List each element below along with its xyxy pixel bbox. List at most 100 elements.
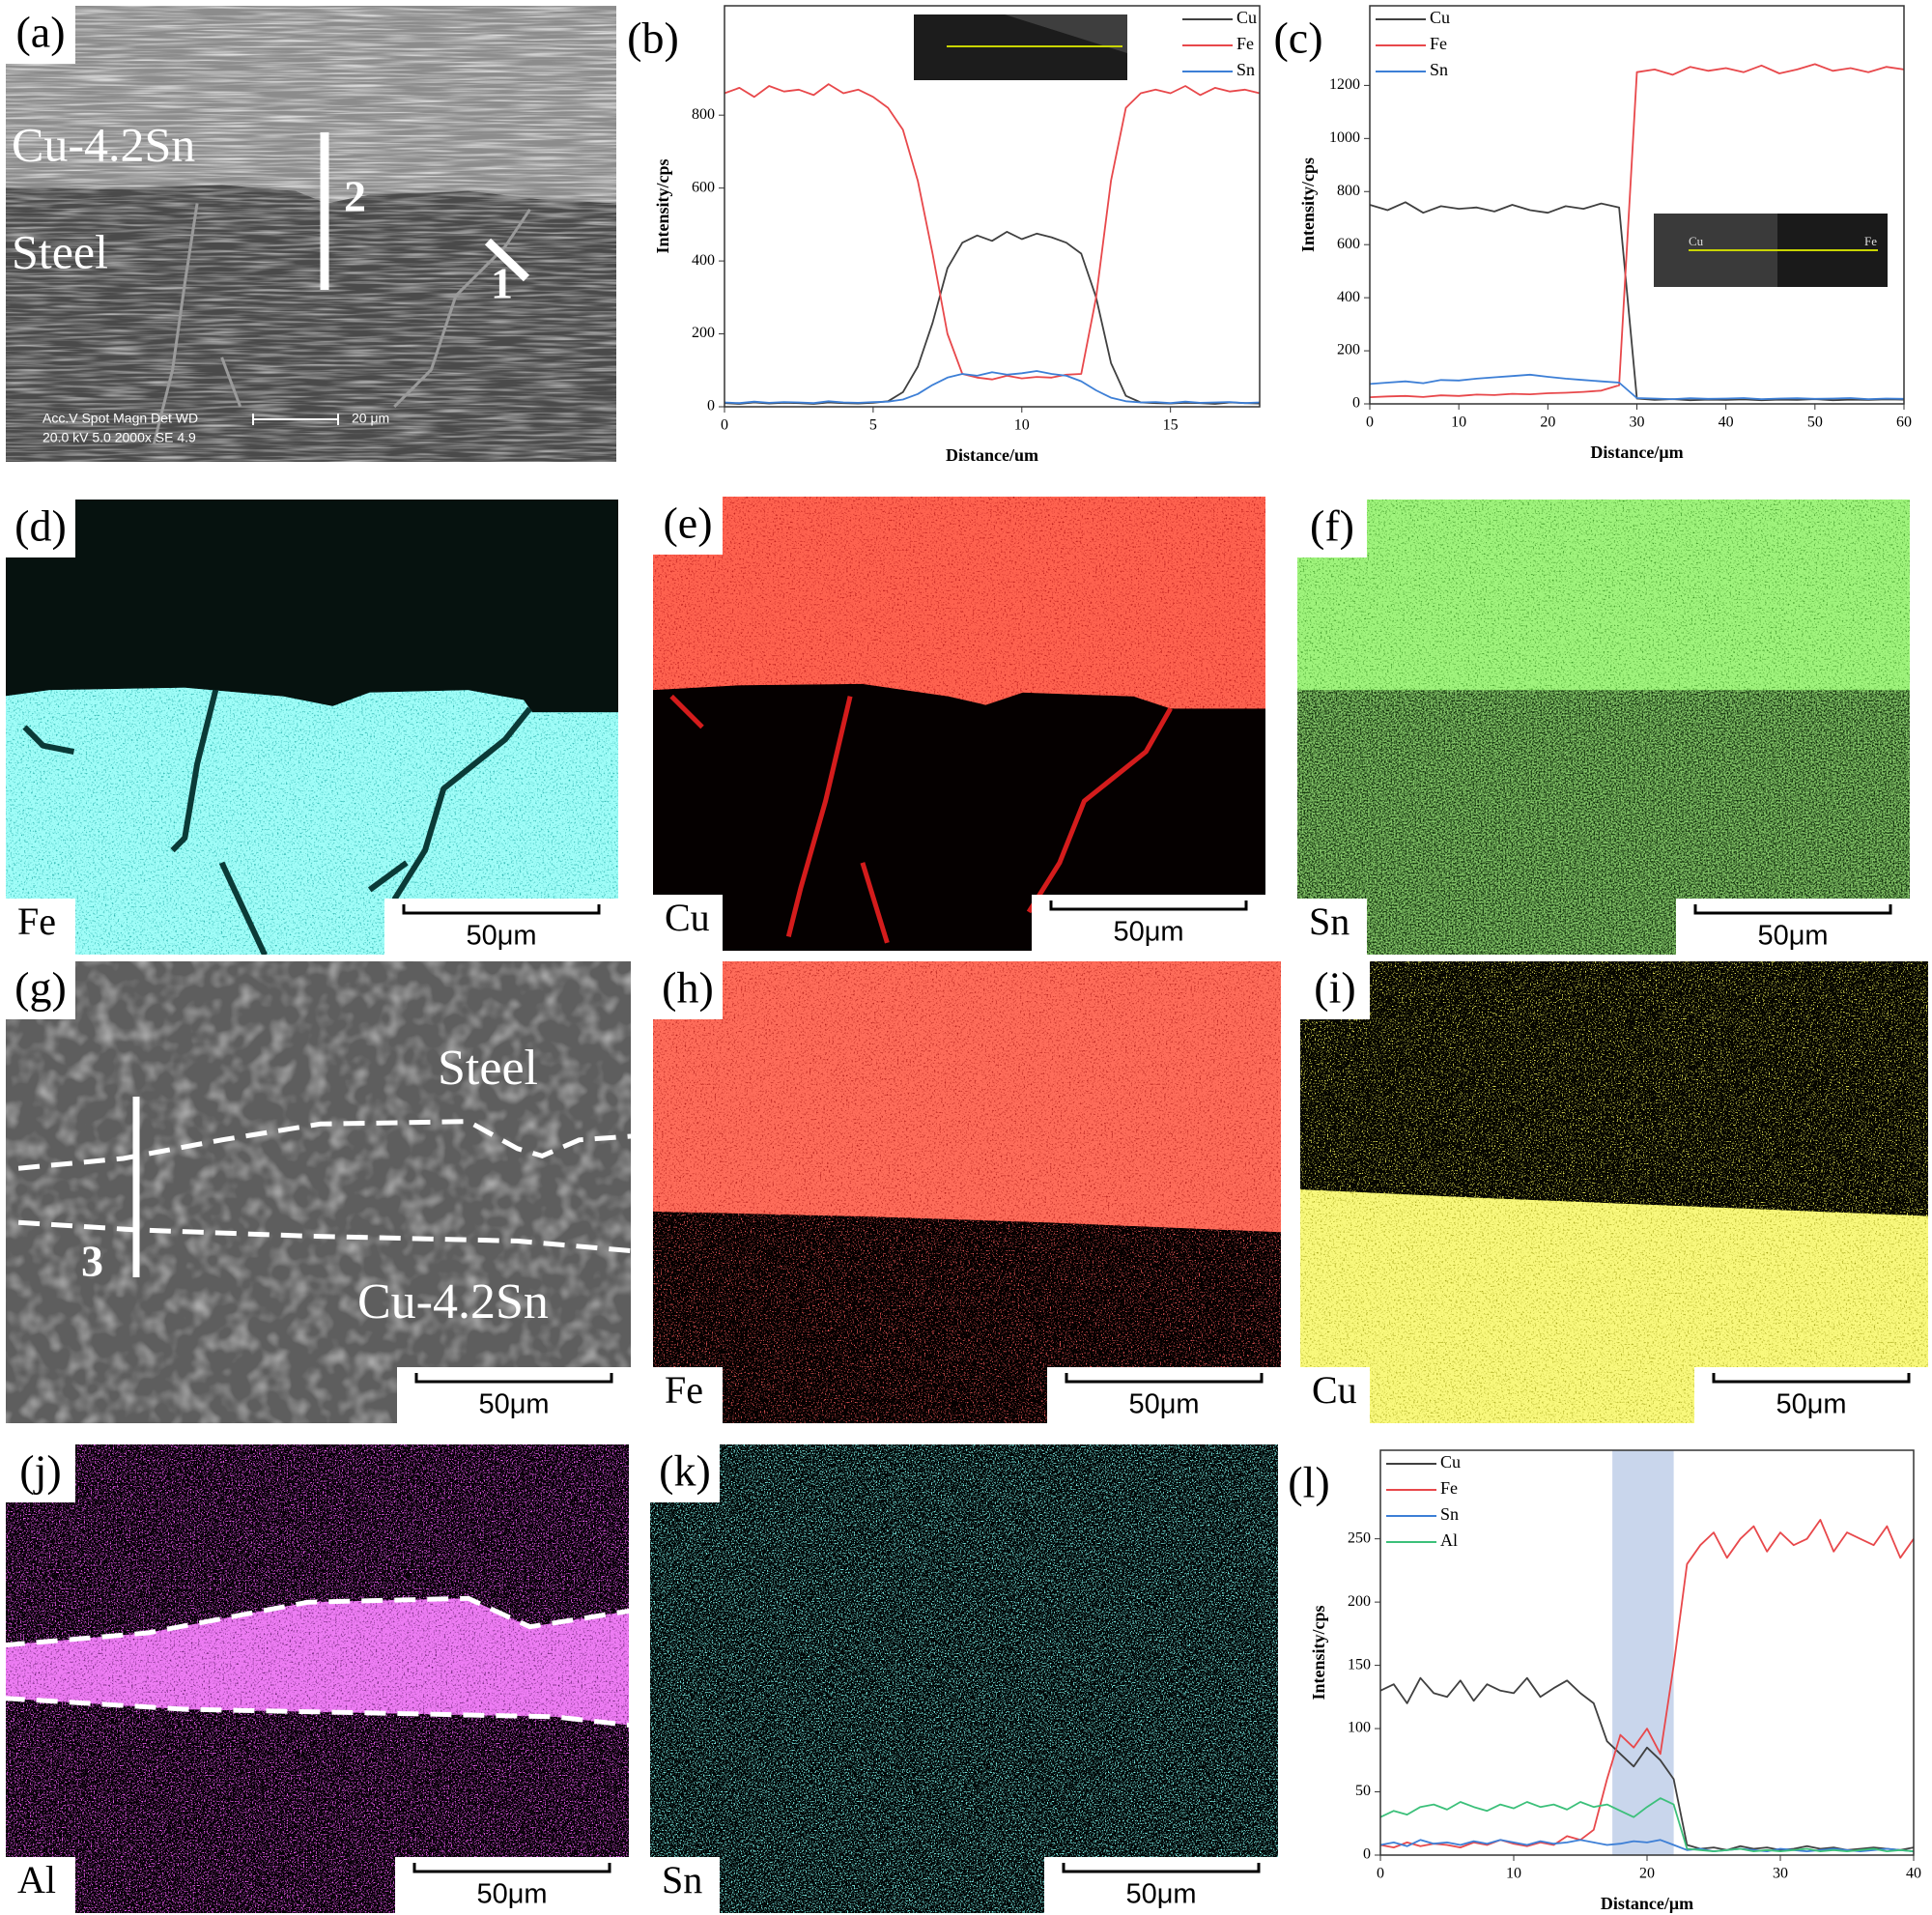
y-tick-label: 0 [1352,395,1360,412]
y-tick-label: 600 [1337,236,1360,252]
y-axis-label: Intensity/cps [1298,157,1318,252]
crack [170,689,219,853]
x-tick-label: 50 [1807,414,1823,431]
crack [218,861,268,955]
label-box [1297,500,1367,557]
x-tick-label: 0 [1377,1866,1384,1882]
y-tick-label: 1000 [1329,129,1360,146]
phase-texture [6,687,618,955]
x-tick-label: 10 [1506,1866,1521,1882]
phase-label: Cu-4.2Sn [12,117,195,171]
phase-texture [6,1598,629,1726]
panel-j: (j) Al 50μm [6,1444,629,1913]
line-scan-label: 1 [491,259,513,308]
scale-bar [1049,900,1248,911]
chart-b: 0 5 10 15 0 200 400 600 800 Distance/um Intensity/… [627,5,1261,465]
y-tick-label: 200 [692,325,715,341]
scale-label: 50μm [1757,921,1828,952]
label-box [6,1444,75,1502]
scale-box [1044,1857,1278,1913]
scale-label: 50μm [466,921,536,952]
phase-texture [653,497,1265,709]
series-line [1379,1519,1915,1848]
crack [1026,707,1173,914]
scale-label: 50μm [476,1879,547,1910]
scale-label: 50μm [1113,917,1183,948]
phase-texture [1300,1189,1928,1423]
label-box [653,961,723,1019]
boundary-dash [6,1696,629,1728]
series-line [1379,1797,1915,1852]
legend-label: Sn [1430,60,1448,79]
scale-bar [1693,904,1892,915]
panel-d: (d) Fe 50μm [6,500,618,955]
crack [367,860,409,893]
scale-bar [1712,1373,1911,1384]
scale-box [395,1857,629,1913]
legend-label: Cu [1440,1452,1461,1472]
plot-frame [1369,5,1905,405]
panel-label: (j) [19,1446,61,1496]
label-box [6,6,75,64]
x-tick-label: 0 [1366,414,1374,431]
scale-label: 50μm [1125,1879,1196,1910]
crack [152,203,199,444]
panel-label: (i) [1314,963,1355,1013]
phase-label: Cu-4.2Sn [357,1274,549,1329]
series-line [1369,373,1905,400]
highlight-band [1612,1450,1674,1855]
phase-texture [650,1444,1278,1913]
crack [220,357,242,408]
boundary-dash [17,1119,631,1171]
scale-box [1047,1367,1281,1423]
scale-bar [1062,1863,1261,1873]
label-box [650,1444,720,1502]
panel-label: (g) [14,963,67,1013]
y-tick-label: 150 [1348,1656,1371,1672]
element-label: Fe [665,1368,703,1412]
panel-label: (a) [15,8,65,57]
label-box [1300,961,1370,1019]
scale-box [397,1367,631,1423]
series-line [724,370,1261,405]
scale-bar [1065,1373,1264,1384]
y-tick-label: 600 [692,179,715,195]
sem-texture [6,961,631,1423]
element-label: Cu [1312,1368,1357,1412]
panel-h: (h) Fe 50μm [653,961,1281,1423]
x-tick-label: 40 [1719,414,1734,431]
y-tick-label: 250 [1348,1529,1371,1546]
panel-a: Cu-4.2Sn Steel 2 1 Acc.V Spot Magn Det WD 20.… [6,6,616,462]
legend-label: Sn [1440,1504,1459,1524]
crack [393,208,531,408]
scale-bar [402,904,601,915]
element-box [653,1367,723,1423]
crack [22,725,75,756]
phase-label: Steel [12,224,108,278]
scale-bar [412,1863,611,1873]
crack [391,706,532,901]
panel-label: (b) [627,14,679,63]
scale-bar [414,1373,613,1384]
scale-box [1676,899,1910,955]
panel-g: 3 Steel Cu-4.2Sn (g) 50μm [6,961,631,1423]
element-label: Al [17,1858,56,1901]
panel-label: (c) [1273,14,1322,63]
panel-label: (f) [1310,501,1354,551]
x-tick-label: 15 [1163,417,1179,434]
x-tick-label: 20 [1540,414,1555,431]
element-box [1300,1367,1370,1423]
y-tick-label: 1200 [1329,76,1360,93]
scale-box [384,899,618,955]
x-tick-label: 5 [869,417,877,434]
panel-label: (e) [663,499,712,548]
inset-label: Fe [1864,234,1877,248]
element-label: Sn [1309,900,1350,943]
y-tick-label: 400 [692,252,715,269]
info-values: 20.0 kV 5.0 2000x SE 4.9 [43,430,196,445]
label-box [653,497,723,555]
scale-label: 20 μm [352,411,389,426]
legend-label: Cu [1430,8,1450,27]
inset-texture [1005,14,1127,53]
legend-label: Sn [1236,60,1255,79]
